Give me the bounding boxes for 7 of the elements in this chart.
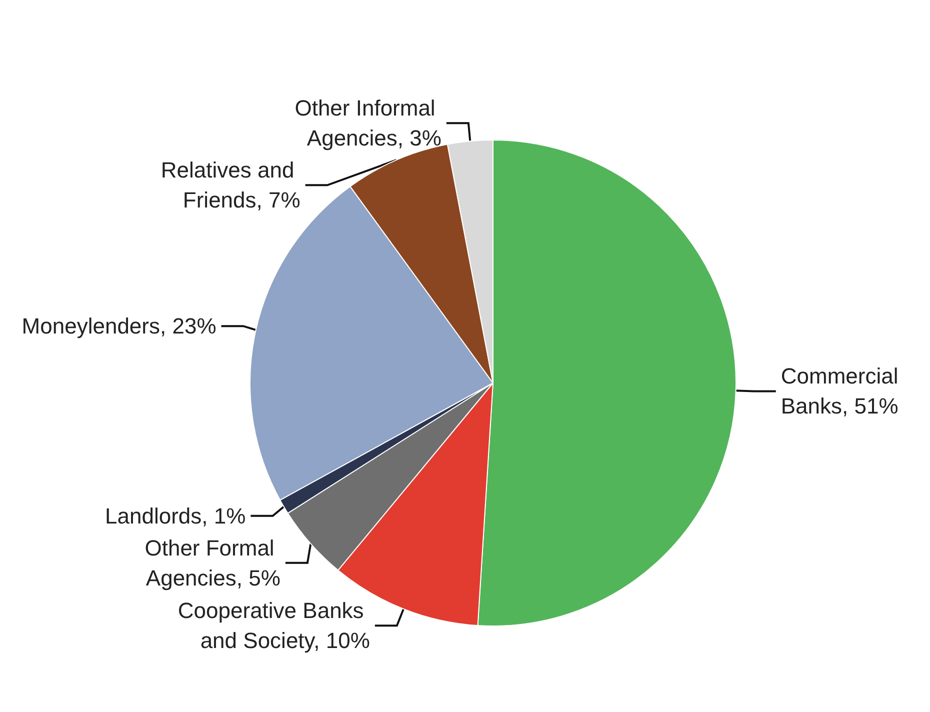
slice-label: Other Formal Agencies, 5% [144,535,280,590]
slice-label: Moneylenders, 23% [22,314,216,339]
slice-label: Landlords, 1% [105,503,246,528]
slice-label: Other Informal Agencies, 3% [294,96,442,151]
slice-label: Commercial Banks, 51% [780,364,904,419]
slice-label: Relatives and Friends, 7% [160,158,300,213]
slice-label: Cooperative Banks and Society, 10% [178,598,370,654]
